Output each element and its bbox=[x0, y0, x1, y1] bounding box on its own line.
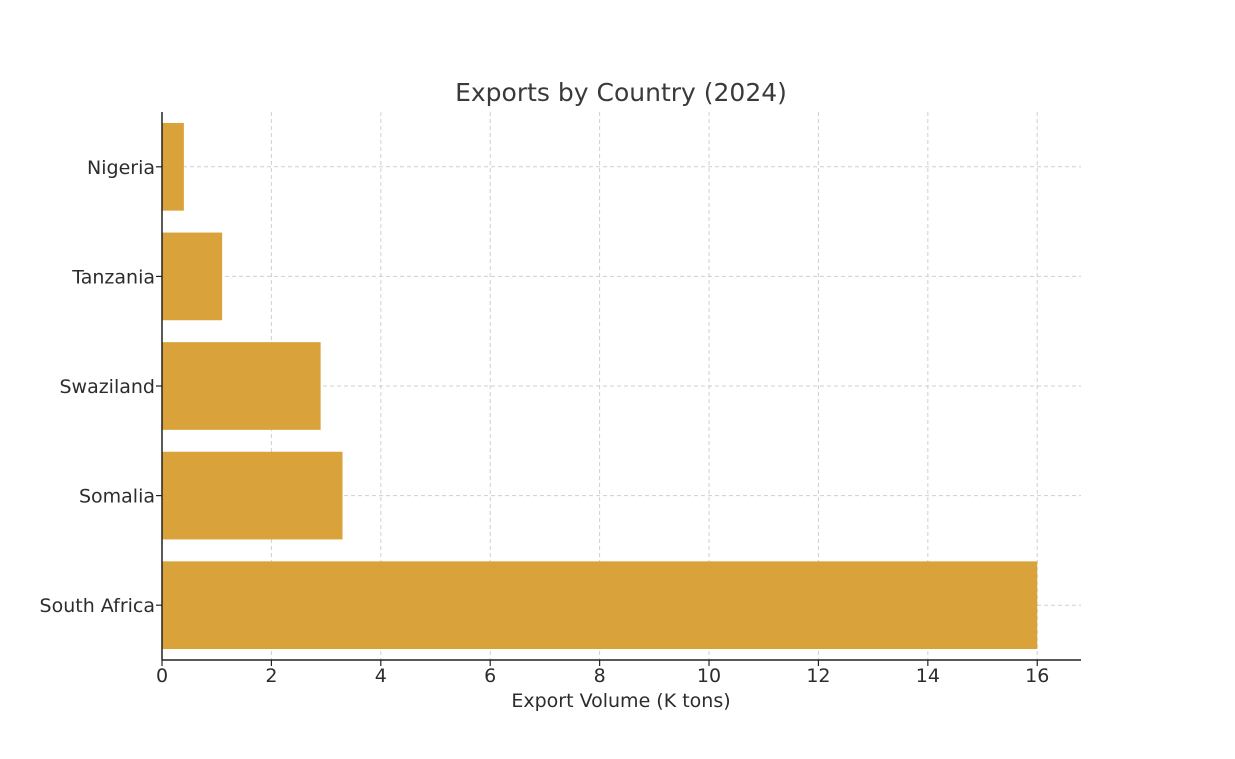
x-ticks: 0 2 4 6 8 10 12 14 16 bbox=[156, 660, 1049, 687]
x-axis-label: Export Volume (K tons) bbox=[511, 690, 730, 712]
x-tick-label: 12 bbox=[806, 665, 830, 687]
category-label: Somalia bbox=[79, 486, 155, 508]
bar-swaziland bbox=[162, 342, 321, 430]
category-label: South Africa bbox=[40, 595, 155, 617]
x-tick-label: 8 bbox=[594, 665, 606, 687]
x-tick-label: 0 bbox=[156, 665, 168, 687]
x-tick-label: 2 bbox=[265, 665, 277, 687]
bar-south-africa bbox=[162, 561, 1038, 650]
chart-title: Exports by Country (2024) bbox=[455, 78, 787, 107]
bars bbox=[162, 122, 1038, 650]
x-tick-label: 6 bbox=[484, 665, 496, 687]
bar-nigeria bbox=[162, 122, 184, 211]
y-ticks: South Africa Somalia Swaziland Tanzania Nige… bbox=[40, 157, 162, 617]
bar-tanzania bbox=[162, 232, 223, 321]
bar-somalia bbox=[162, 451, 343, 540]
x-tick-label: 4 bbox=[375, 665, 387, 687]
x-tick-label: 14 bbox=[916, 665, 940, 687]
x-tick-label: 16 bbox=[1025, 665, 1049, 687]
category-label: Nigeria bbox=[87, 157, 155, 179]
category-label: Swaziland bbox=[59, 376, 155, 398]
x-tick-label: 10 bbox=[697, 665, 721, 687]
category-label: Tanzania bbox=[71, 266, 155, 288]
